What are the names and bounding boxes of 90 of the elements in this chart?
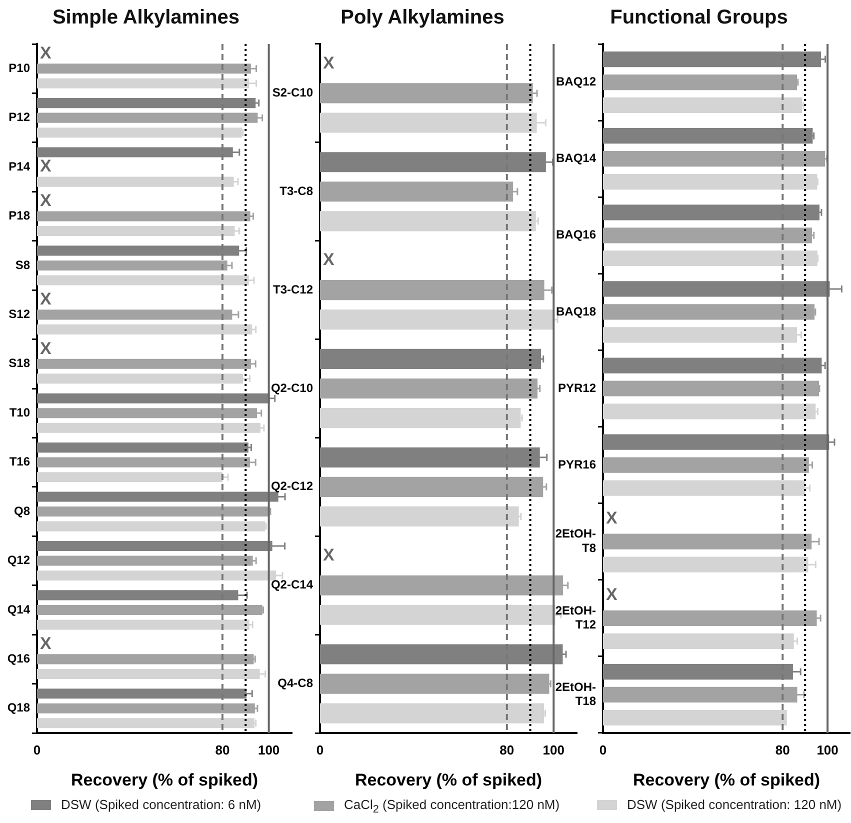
annotation: X: [323, 53, 335, 72]
bar: [603, 633, 794, 649]
x-tick-label: 80: [775, 742, 790, 758]
bar: [37, 604, 262, 615]
bar: [603, 74, 798, 90]
bar: [603, 228, 812, 244]
annotation: X: [606, 584, 618, 604]
x-axis-title: Recovery (% of spiked): [70, 770, 258, 790]
bar: [603, 151, 826, 167]
bar: [37, 128, 242, 138]
annotation: X: [40, 290, 52, 309]
bar: [37, 703, 255, 714]
x-axis-title: Recovery (% of spiked): [354, 770, 542, 790]
y-tick-label: Q18: [7, 700, 30, 715]
y-tick-label: Q12: [7, 553, 30, 568]
y-tick-label: T16: [9, 454, 30, 469]
y-tick-label: S18: [8, 356, 30, 370]
y-tick-label: T10: [9, 405, 30, 420]
bar: [320, 476, 544, 497]
y-tick-label: BAQ14: [556, 151, 596, 166]
y-tick-label: P14: [8, 159, 30, 174]
y-tick-label: PYR16: [558, 457, 596, 472]
y-tick-label: S2-C10: [272, 86, 314, 100]
bar: [37, 324, 252, 334]
bar: [603, 304, 815, 320]
y-tick-label: BAQ12: [556, 74, 596, 89]
y-tick-label: T3-C8: [280, 184, 314, 198]
x-tick-label: 100: [258, 742, 280, 758]
bar: [37, 521, 266, 532]
y-tick-label: P10: [8, 60, 30, 75]
chart-title: Poly Alkylamines: [340, 6, 504, 29]
annotation: X: [40, 156, 52, 176]
bar: [37, 422, 260, 433]
y-tick-label: Q16: [7, 651, 30, 666]
bar: [603, 710, 787, 726]
bar: [603, 250, 818, 266]
y-tick-label: P18: [8, 208, 30, 223]
y-tick-label: Q8: [14, 504, 30, 518]
y-tick-label: Q4-C8: [278, 676, 314, 690]
legend-label: DSW (Spiked concentration: 120 nM): [627, 797, 842, 812]
bar: [320, 378, 538, 399]
y-tick-label: Q14: [7, 602, 30, 616]
y-tick-label: BAQ18: [556, 304, 596, 318]
chart-title: Simple Alkylamines: [52, 6, 240, 29]
bar: [603, 174, 818, 190]
y-tick-label: S12: [8, 306, 30, 321]
bar: [37, 506, 270, 517]
y-tick-label: 2EtOH-T8: [555, 526, 596, 556]
bar: [320, 211, 536, 232]
chart-title: Functional Groups: [610, 6, 788, 29]
x-tick-label: 80: [500, 742, 514, 758]
annotation: X: [323, 250, 335, 270]
bar: [603, 457, 809, 473]
bar: [37, 718, 254, 728]
bar: [320, 506, 519, 526]
y-tick-label: Q2-C14: [270, 578, 314, 592]
bar: [320, 703, 544, 724]
bar: [603, 380, 820, 396]
x-tick-label: 80: [215, 742, 230, 758]
x-axis-title: Recovery (% of spiked): [632, 770, 820, 790]
y-tick-label: T3-C12: [272, 282, 314, 296]
x-tick-label: 0: [33, 742, 41, 758]
bar: [37, 620, 250, 630]
annotation: X: [40, 191, 52, 210]
bar: [320, 408, 521, 428]
bar: [37, 556, 253, 566]
legend-label: DSW (Spiked concentration: 6 nM): [61, 797, 262, 812]
x-tick-label: 100: [542, 742, 564, 758]
bar: [37, 654, 254, 664]
y-tick-label: PYR12: [558, 380, 596, 395]
y-tick-label: Q2-C10: [270, 380, 314, 395]
bar: [320, 674, 550, 694]
bar: [37, 211, 250, 222]
y-tick-label: 2EtOH-T18: [555, 680, 596, 708]
x-tick-label: 100: [816, 742, 838, 758]
bar: [603, 404, 816, 420]
legend-label: CaCl$_{2}$ (Spiked concentration:120 nM): [344, 797, 560, 816]
bar: [603, 97, 802, 114]
annotation: X: [40, 44, 52, 63]
annotation: X: [40, 634, 52, 654]
y-tick-label: S8: [15, 258, 30, 272]
y-tick-label: Q2-C12: [270, 479, 314, 494]
annotation: X: [606, 508, 618, 528]
x-tick-label: 0: [316, 742, 324, 758]
y-tick-label: BAQ16: [556, 228, 596, 242]
x-tick-label: 0: [599, 742, 607, 758]
annotation: X: [323, 546, 335, 565]
annotation: X: [40, 338, 52, 358]
y-tick-label: 2EtOH-T12: [555, 603, 596, 632]
y-tick-label: P12: [8, 110, 30, 124]
